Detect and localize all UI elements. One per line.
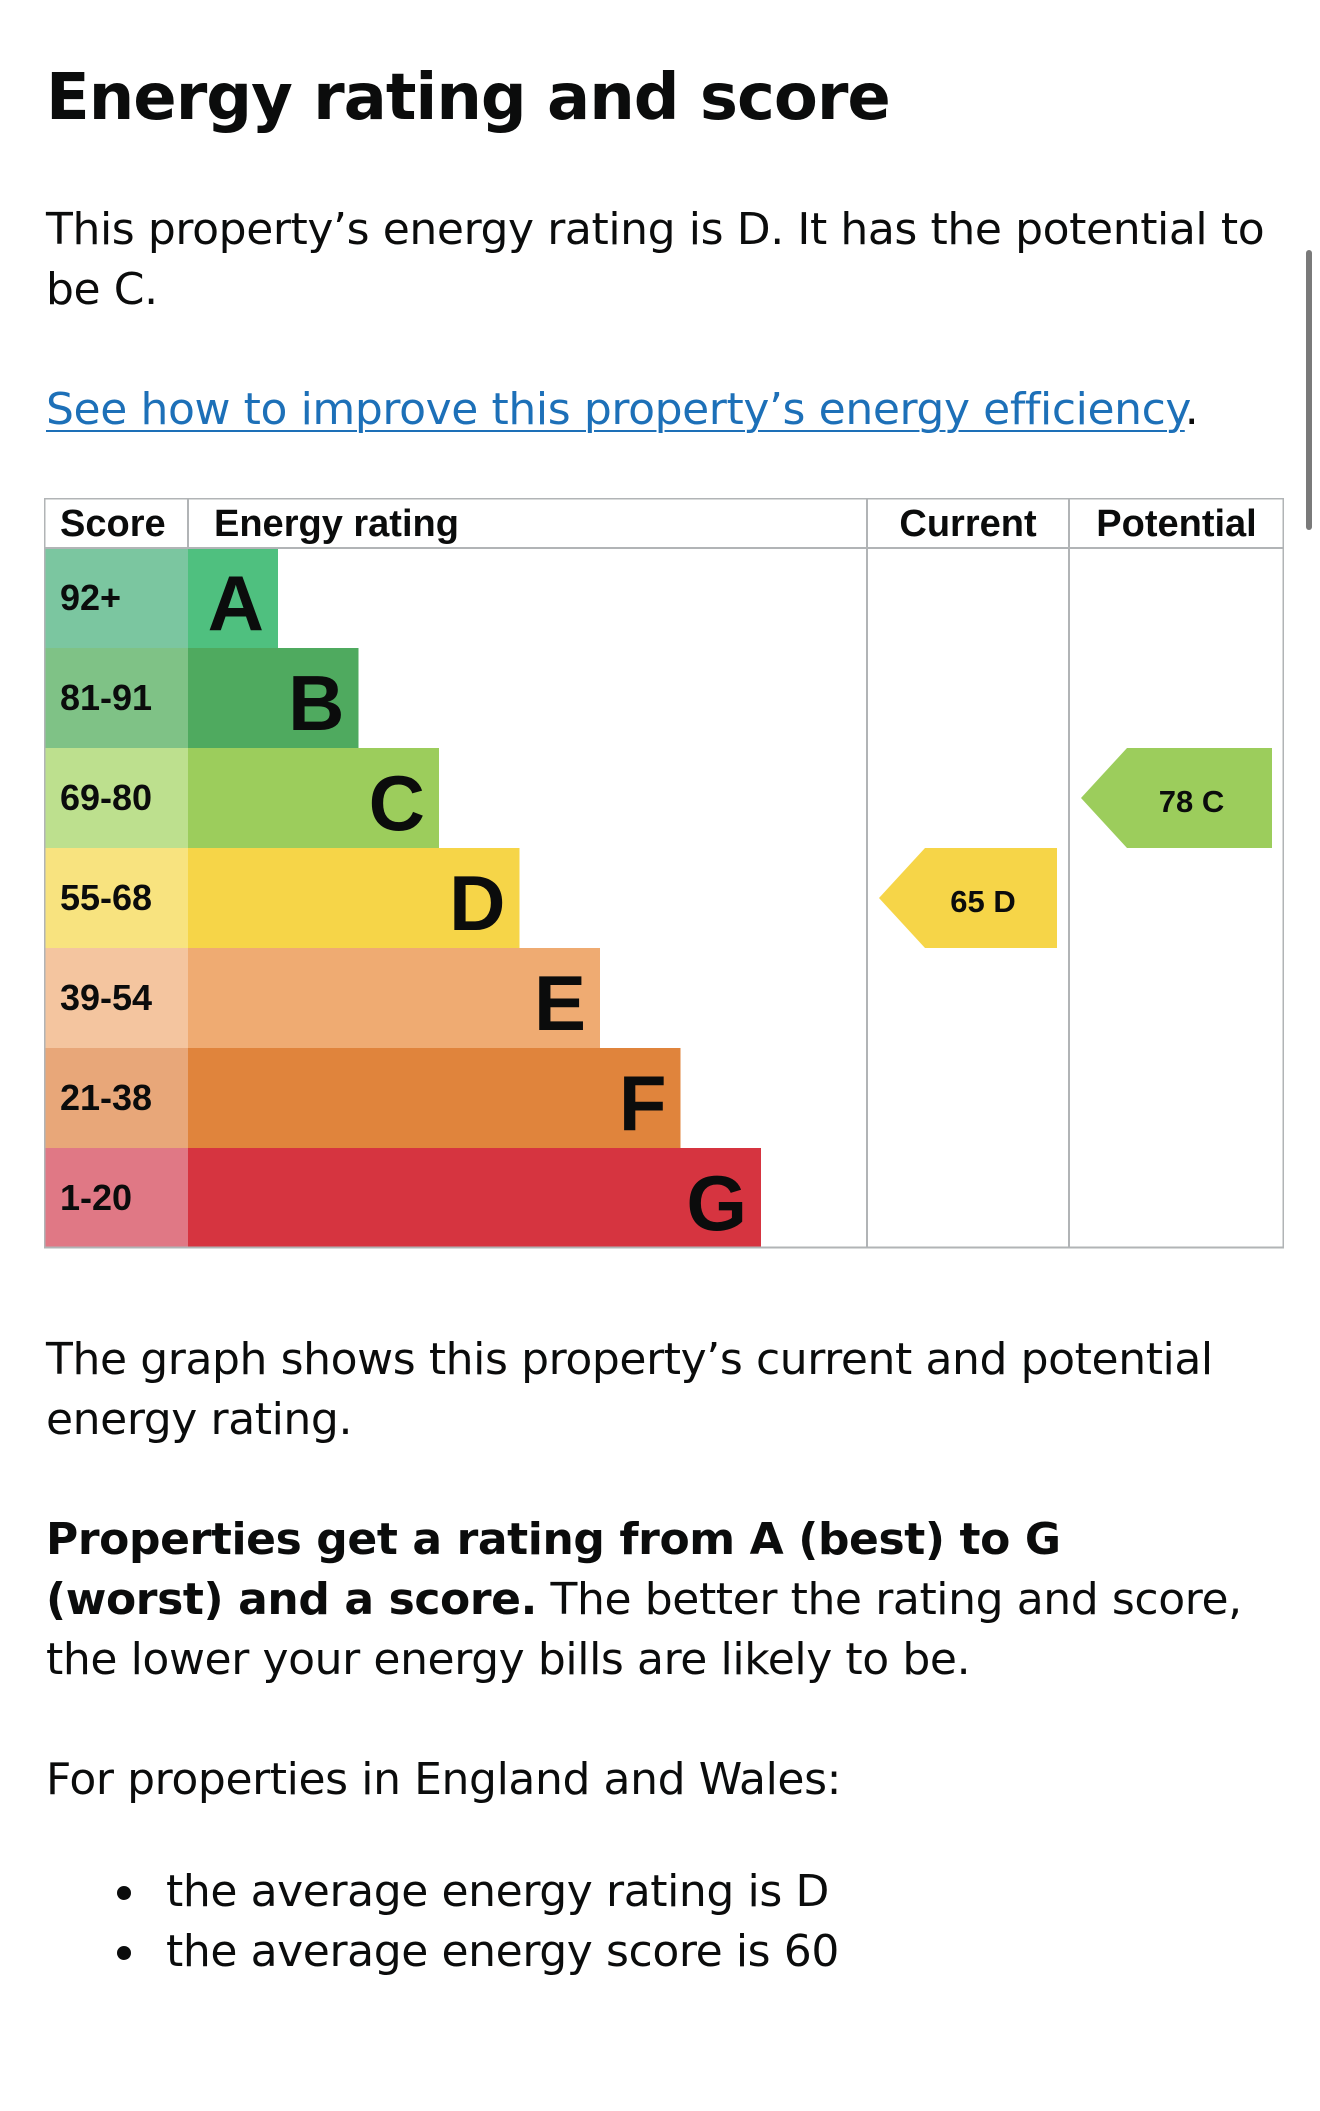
rating-letter-d: D xyxy=(449,859,505,947)
score-range-label: 81-91 xyxy=(60,677,152,718)
rating-letter-a: A xyxy=(208,559,264,647)
score-cell-f xyxy=(44,1048,188,1148)
rating-letter-f: F xyxy=(619,1059,667,1147)
rating-letter-e: E xyxy=(534,959,586,1047)
rating-intro: This property’s energy rating is D. It h… xyxy=(46,204,1265,315)
rating-explanation-rest: The better the rating and score, the low… xyxy=(46,1574,1242,1685)
score-cell-e xyxy=(44,948,188,1048)
score-cell-b xyxy=(44,648,188,748)
rating-explanation-bold: Properties get a rating from A (best) to… xyxy=(46,1514,1061,1625)
column-header: Score xyxy=(60,503,166,545)
averages-list: the average energy rating is D the avera… xyxy=(46,1862,839,1982)
rating-bar-c xyxy=(188,748,439,848)
rating-bar-b xyxy=(188,648,359,748)
column-header: Energy rating xyxy=(214,503,459,545)
chart-border xyxy=(44,498,1284,1249)
england-wales-heading: For properties in England and Wales: xyxy=(46,1754,842,1805)
energy-rating-chart: 92+ A 81-91 B 69-80 C 55-68 D 39-54 E 21-38 F 1-20 G S… xyxy=(44,498,1284,1249)
score-range-label: 39-54 xyxy=(60,977,152,1018)
link-suffix: . xyxy=(1184,384,1199,435)
score-range-label: 55-68 xyxy=(60,877,152,918)
column-header: Current xyxy=(899,503,1037,545)
score-range-label: 21-38 xyxy=(60,1077,152,1118)
score-cell-g xyxy=(44,1148,188,1248)
rating-letter-g: G xyxy=(686,1159,747,1247)
score-cell-d xyxy=(44,848,188,948)
improve-link-line: See how to improve this property’s energ… xyxy=(46,380,1199,440)
score-range-label: 69-80 xyxy=(60,777,152,818)
potential-rating-label: 78 C xyxy=(1159,784,1224,819)
rating-explanation: Properties get a rating from A (best) to… xyxy=(46,1510,1246,1690)
list-item: the average energy rating is D xyxy=(117,1862,839,1922)
current-rating-label: 65 D xyxy=(950,884,1015,919)
potential-arrow xyxy=(1081,748,1272,848)
rating-letter-b: B xyxy=(288,659,344,747)
list-item: the average energy score is 60 xyxy=(117,1922,839,1982)
score-range-label: 92+ xyxy=(60,577,121,618)
rating-bar-g xyxy=(188,1148,761,1248)
rating-bar-d xyxy=(188,848,520,948)
current-arrow xyxy=(879,848,1057,948)
score-cell-a xyxy=(44,548,188,648)
page-title: Energy rating and score xyxy=(46,61,891,135)
score-range-label: 1-20 xyxy=(60,1177,132,1218)
rating-bar-a xyxy=(188,548,278,648)
score-cell-c xyxy=(44,748,188,848)
graph-description: The graph shows this property’s current … xyxy=(46,1334,1213,1445)
rating-letter-c: C xyxy=(369,759,425,847)
rating-bar-e xyxy=(188,948,600,1048)
improve-efficiency-link[interactable]: See how to improve this property’s energ… xyxy=(46,384,1185,435)
column-header: Potential xyxy=(1096,503,1256,545)
rating-bar-f xyxy=(188,1048,681,1148)
scrollbar[interactable] xyxy=(1306,250,1312,530)
